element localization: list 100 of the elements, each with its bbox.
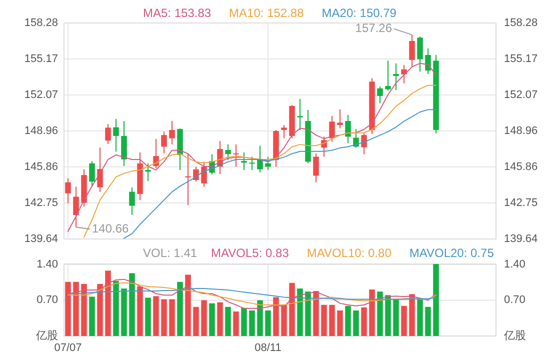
y2-tick-label: 0.70 [504,294,526,306]
bar [289,282,295,336]
candlestick [281,124,287,139]
bar [129,273,135,336]
candlestick [249,156,255,171]
bar [73,282,79,336]
candlestick [377,86,383,104]
bar [185,274,191,336]
line-series [84,84,436,238]
bar [321,304,327,336]
bar [81,284,87,336]
y2-tick-label: 148.96 [504,124,538,137]
text: MAVOL10: 0.80 [306,246,392,260]
bar [353,310,359,336]
candlestick [225,144,231,160]
bar [329,304,335,336]
bar [401,306,407,336]
bar [273,297,279,336]
candlestick [65,178,71,204]
text: VOL: 1.41 [143,246,198,260]
y-tick-label: 0.70 [36,294,58,306]
candlestick [257,145,263,173]
y-tick-label: 142.75 [24,196,58,209]
text: MA5: 153.83 [143,6,212,20]
y2-tick-label: 142.75 [504,196,538,209]
candlestick [193,166,199,182]
candlestick [361,132,367,155]
bar [361,307,367,336]
text: MAVOL20: 0.75 [409,246,494,260]
bar [153,296,159,336]
text: MA10: 152.88 [229,6,304,20]
candlestick [401,64,407,84]
candlestick [185,152,191,206]
candlestick [73,186,79,228]
y-tick-label: 139.64 [24,232,58,245]
bar [113,280,119,336]
candlestick [105,124,111,144]
candlestick [297,98,303,130]
bar [193,306,199,336]
y-tick-label: 145.86 [24,160,58,173]
bar [145,298,151,336]
bar [337,310,343,336]
bar [377,292,383,336]
bar [89,296,95,336]
bar [97,284,103,336]
x-tick-label: 07/07 [54,342,82,354]
y-tick-label: 152.07 [24,88,58,101]
bar [121,288,127,336]
candlestick [313,152,319,183]
bar [265,310,271,336]
annotation: 140.66 [92,221,130,236]
y2-tick-label: 145.86 [504,160,538,173]
y-tick-label: 158.28 [24,16,58,29]
y-tick-label: 1.40 [36,258,58,270]
candlestick [97,147,103,192]
bar [409,294,415,336]
candlestick [353,128,359,148]
bar [369,290,375,336]
y-tick-label: 亿股 [35,330,58,342]
bar [105,270,111,336]
bar [425,306,431,336]
bar [385,295,391,336]
bar [65,282,71,336]
candlestick [385,60,391,92]
bar [305,292,311,336]
candlestick [409,34,415,68]
bar [257,300,263,336]
bar [217,302,223,336]
x-tick-label: 08/11 [254,342,282,354]
candlestick [201,161,207,188]
candlestick [129,186,135,216]
bar [169,299,175,336]
candlestick [337,108,343,129]
text: MAVOL5: 0.83 [211,246,290,260]
candlestick [161,131,167,154]
bar [137,286,143,336]
y2-tick-label: 139.64 [504,232,538,245]
bar [417,298,423,336]
line-series [68,288,436,300]
annotation: 157.26 [355,20,392,35]
y2-tick-label: 1.40 [504,258,526,270]
candlestick [241,152,247,171]
candlestick [233,144,239,168]
candlestick [393,62,399,90]
y2-tick-label: 158.28 [504,16,538,29]
bar [177,282,183,336]
candlestick [345,114,351,144]
y2-tick-label: 152.07 [504,88,538,101]
candlestick [153,138,159,169]
bar [209,303,215,336]
text: MA20: 150.79 [322,6,397,20]
bar [313,291,319,336]
bar [249,310,255,336]
y-tick-label: 155.17 [24,52,58,65]
candlestick [89,160,95,188]
bar [297,288,303,336]
candlestick [169,120,175,145]
y2-tick-label: 亿股 [503,330,526,342]
bar [161,299,167,336]
bar [393,299,399,336]
